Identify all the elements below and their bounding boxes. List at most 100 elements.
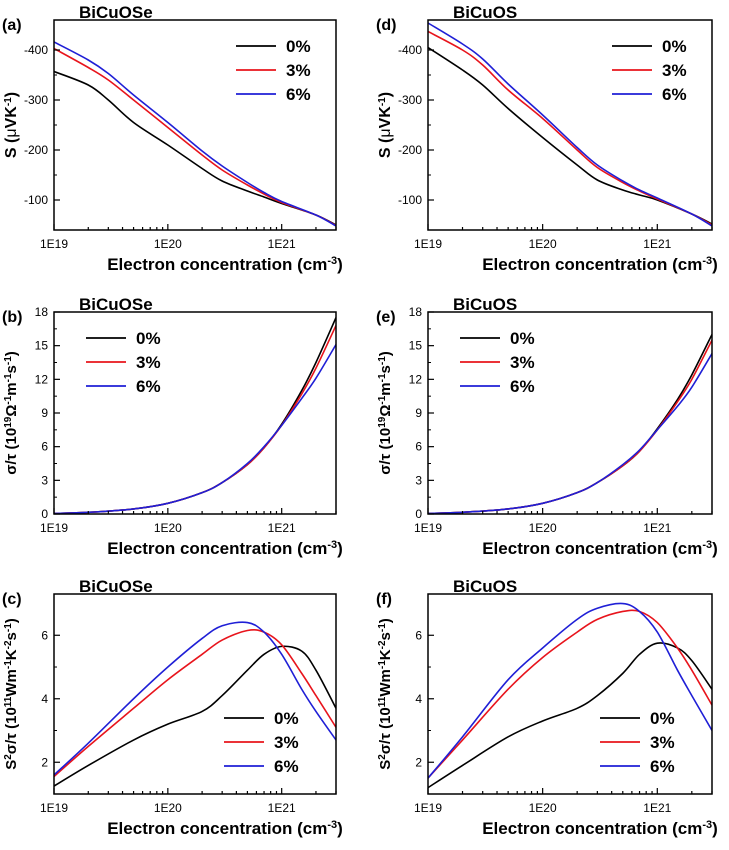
series-line-6pct	[428, 22, 712, 227]
y-tick-label: 4	[415, 692, 422, 706]
panel-title: BiCuOS	[453, 3, 517, 22]
y-axis-label: σ/τ (1019Ω-1m-1s-1)	[377, 351, 395, 475]
x-axis-label: Electron concentration (cm-3)	[482, 819, 718, 838]
series-line-6pct	[428, 602, 712, 779]
x-tick-label: 1E21	[643, 521, 671, 535]
y-tick-label: 12	[35, 372, 49, 386]
plot-frame	[427, 593, 713, 795]
legend-label: 0%	[274, 709, 299, 728]
y-tick-label: -400	[24, 43, 48, 57]
y-tick-label: 3	[41, 473, 48, 487]
legend: 0% 3% 6%	[612, 37, 687, 104]
panel-label: (b)	[2, 309, 22, 326]
y-axis-label: S2σ/τ (1011Wm-1K-2s-1)	[3, 618, 21, 770]
series-line-6pct	[54, 344, 336, 514]
y-tick-label: -300	[398, 93, 422, 107]
y-tick-label: 9	[41, 406, 48, 420]
legend: 0% 3% 6%	[460, 329, 535, 396]
series-line-3pct	[428, 609, 712, 779]
legend: 0% 3% 6%	[236, 37, 311, 104]
legend-label: 0%	[650, 709, 675, 728]
y-tick-label: 2	[415, 755, 422, 769]
x-tick-label: 1E19	[40, 237, 68, 251]
y-tick-label: -200	[24, 143, 48, 157]
y-tick-label: 15	[35, 339, 49, 353]
legend-label: 3%	[274, 733, 299, 752]
legend-label: 3%	[510, 353, 535, 372]
legend-label: 3%	[286, 61, 311, 80]
x-tick-label: 1E21	[268, 237, 296, 251]
y-tick-label: 4	[41, 692, 48, 706]
legend-label: 6%	[650, 757, 675, 776]
series-line-0pct	[54, 317, 336, 514]
plot-frame	[53, 311, 337, 515]
legend-label: 6%	[286, 85, 311, 104]
y-tick-label: 6	[41, 628, 48, 642]
y-tick-label: 15	[409, 339, 423, 353]
series-line-0pct	[54, 645, 336, 787]
y-tick-label: 18	[35, 305, 49, 319]
panel-f: 1E19 1E20 1E21 2 4 6 (f) BiCuOS Electron concent…	[376, 577, 718, 838]
x-tick-label: 1E20	[154, 801, 182, 815]
legend-label: 3%	[662, 61, 687, 80]
plot-frame	[53, 593, 337, 795]
series-line-6pct	[54, 41, 336, 227]
y-tick-label: -400	[398, 43, 422, 57]
x-axis-label: Electron concentration (cm-3)	[107, 539, 343, 558]
series-line-3pct	[428, 339, 712, 514]
panel-e: 1E19 1E20 1E21 0 3 6 9 12 15 18 (e) BiCuOS Electron …	[376, 295, 718, 558]
y-axis-label: S2σ/τ (1011Wm-1K-2s-1)	[377, 618, 395, 770]
x-tick-label: 1E19	[414, 521, 442, 535]
x-axis-label: Electron concentration (cm-3)	[482, 255, 718, 274]
x-tick-label: 1E20	[154, 237, 182, 251]
legend-label: 0%	[136, 329, 161, 348]
legend-label: 6%	[274, 757, 299, 776]
legend: 0% 3% 6%	[224, 709, 299, 776]
x-axis-label: Electron concentration (cm-3)	[107, 255, 343, 274]
x-tick-label: 1E21	[268, 521, 296, 535]
x-tick-label: 1E20	[154, 521, 182, 535]
x-tick-label: 1E19	[40, 521, 68, 535]
y-axis-label: S (μVK-1)	[3, 92, 21, 158]
y-tick-label: 6	[415, 440, 422, 454]
x-tick-label: 1E21	[643, 801, 671, 815]
legend-label: 3%	[136, 353, 161, 372]
legend-label: 0%	[510, 329, 535, 348]
panel-b: 1E19 1E20 1E21 0 3 6 9 12 15 18 (b) BiCuOSe Electron…	[2, 295, 343, 558]
panel-label: (c)	[2, 591, 22, 608]
panel-label: (a)	[2, 17, 22, 34]
x-tick-label: 1E20	[529, 521, 557, 535]
x-tick-label: 1E21	[268, 801, 296, 815]
series-line-3pct	[54, 325, 336, 514]
panel-d: 1E19 1E20 1E21 -100 -200 -300 -400(d) BiCuOS Ele…	[376, 3, 718, 274]
legend-label: 0%	[662, 37, 687, 56]
panel-c: 1E19 1E20 1E21 2 4 6 (c) BiCuOSe Electron concen…	[2, 577, 343, 838]
y-axis-label: S (μVK-1)	[377, 92, 395, 158]
y-tick-label: 6	[415, 628, 422, 642]
legend-label: 0%	[286, 37, 311, 56]
legend-label: 3%	[650, 733, 675, 752]
panel-title: BiCuOSe	[79, 3, 153, 22]
x-axis-label: Electron concentration (cm-3)	[107, 819, 343, 838]
panel-label: (e)	[376, 309, 396, 326]
y-tick-label: 3	[415, 473, 422, 487]
y-axis-label: σ/τ (1019Ω-1m-1s-1)	[3, 351, 21, 475]
y-tick-label: 9	[415, 406, 422, 420]
x-tick-label: 1E19	[414, 237, 442, 251]
y-tick-label: 2	[41, 755, 48, 769]
x-tick-label: 1E19	[414, 801, 442, 815]
legend-label: 6%	[510, 377, 535, 396]
y-tick-label: 6	[41, 440, 48, 454]
panel-label: (f)	[376, 591, 392, 608]
y-tick-label: -100	[398, 193, 422, 207]
series-line-3pct	[54, 629, 336, 778]
y-tick-label: 0	[41, 507, 48, 521]
series-group	[54, 317, 336, 514]
x-axis-label: Electron concentration (cm-3)	[482, 539, 718, 558]
panel-title: BiCuOSe	[79, 295, 153, 314]
legend-label: 6%	[136, 377, 161, 396]
x-tick-label: 1E20	[529, 237, 557, 251]
panel-title: BiCuOS	[453, 577, 517, 596]
x-tick-label: 1E20	[529, 801, 557, 815]
